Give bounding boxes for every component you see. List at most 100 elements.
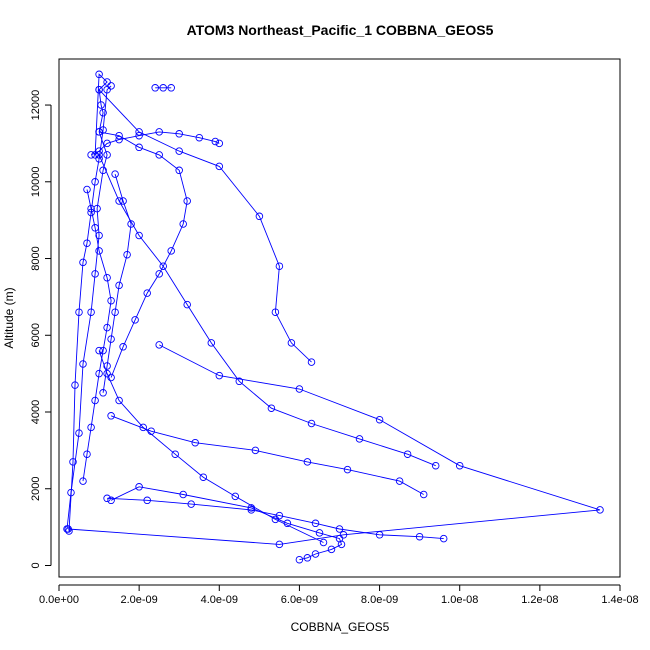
x-tick-label: 1.4e-08: [601, 594, 638, 606]
series-layer: [63, 70, 604, 564]
data-point: [91, 396, 99, 405]
data-point: [95, 128, 103, 136]
x-tick-label: 1.2e-08: [521, 594, 558, 606]
data-point: [175, 166, 183, 175]
y-axis-label: Altitude (m): [2, 287, 16, 348]
series-14: [151, 84, 175, 92]
data-point: [307, 358, 316, 366]
series-line: [82, 189, 112, 482]
series-line: [107, 497, 444, 540]
data-point: [91, 270, 99, 278]
data-point: [187, 500, 195, 508]
data-point: [87, 308, 95, 316]
x-tick-label: 0.0e+00: [39, 594, 79, 606]
data-point: [83, 185, 91, 194]
data-point: [183, 197, 191, 205]
series-13: [99, 170, 135, 397]
y-tick-label: 2000: [30, 477, 42, 501]
series-8: [95, 151, 440, 470]
data-point: [179, 220, 187, 228]
data-point: [87, 151, 95, 159]
data-point: [99, 166, 107, 175]
series-10: [95, 346, 328, 547]
data-point: [175, 130, 183, 138]
series-line: [98, 154, 436, 467]
data-point: [207, 339, 216, 347]
data-point: [195, 133, 204, 142]
data-point: [303, 554, 312, 562]
data-point: [335, 525, 344, 533]
data-point: [275, 540, 284, 549]
data-point: [215, 162, 224, 171]
data-point: [119, 343, 127, 351]
data-point: [231, 492, 240, 501]
data-point: [69, 458, 77, 466]
data-point: [596, 506, 604, 514]
data-point: [155, 128, 163, 136]
data-point: [103, 494, 111, 503]
data-point: [99, 346, 107, 355]
series-line: [98, 350, 324, 543]
data-point: [419, 490, 428, 499]
chart-title: ATOM3 Northeast_Pacific_1 COBBNA_GEOS5: [187, 22, 494, 38]
series-line: [110, 415, 424, 495]
data-point: [315, 529, 324, 537]
data-point: [107, 373, 115, 382]
data-point: [295, 555, 304, 564]
data-point: [319, 538, 328, 547]
data-point: [91, 224, 99, 232]
data-point: [303, 458, 312, 466]
data-point: [115, 197, 123, 205]
data-point: [115, 396, 123, 405]
data-point: [103, 369, 111, 378]
data-point: [271, 308, 280, 316]
data-point: [115, 131, 123, 140]
data-point: [103, 78, 111, 86]
data-point: [107, 82, 115, 90]
data-point: [95, 231, 103, 240]
series-5: [103, 494, 448, 543]
data-point: [135, 143, 143, 152]
data-point: [95, 346, 103, 355]
y-tick-label: 10000: [30, 166, 42, 197]
data-point: [343, 465, 352, 474]
data-point: [439, 534, 448, 543]
data-point: [115, 281, 123, 290]
data-point: [175, 147, 183, 155]
data-point: [103, 151, 111, 159]
x-axis-label: COBBNA_GEOS5: [291, 620, 390, 634]
data-point: [135, 131, 143, 140]
data-point: [93, 204, 101, 213]
data-point: [107, 496, 115, 505]
data-point: [183, 300, 191, 309]
x-tick-label: 4.0e-09: [201, 594, 238, 606]
data-point: [151, 84, 159, 92]
data-point: [191, 438, 199, 447]
data-point: [235, 377, 244, 386]
data-point: [95, 369, 103, 378]
data-point: [431, 461, 440, 470]
data-point: [255, 212, 264, 221]
data-point: [95, 85, 103, 94]
data-point: [79, 477, 87, 485]
x-axis: 0.0e+00 2.0e-09 4.0e-09 6.0e-09 8.0e-09 1.0e-…: [39, 584, 639, 606]
series-line: [110, 486, 343, 561]
data-point: [171, 450, 179, 458]
data-point: [287, 339, 296, 347]
y-tick-label: 0: [30, 562, 42, 568]
series-line: [102, 173, 132, 393]
data-point: [123, 250, 131, 259]
x-tick-label: 2.0e-09: [120, 594, 157, 606]
data-point: [337, 540, 346, 549]
data-point: [215, 371, 224, 380]
data-point: [271, 515, 280, 524]
data-point: [375, 415, 384, 424]
data-point: [87, 423, 95, 432]
data-point: [79, 360, 87, 368]
series-12: [79, 185, 115, 485]
series-line: [90, 131, 220, 156]
data-point: [87, 204, 95, 213]
data-point: [415, 532, 424, 541]
data-point: [75, 308, 83, 316]
